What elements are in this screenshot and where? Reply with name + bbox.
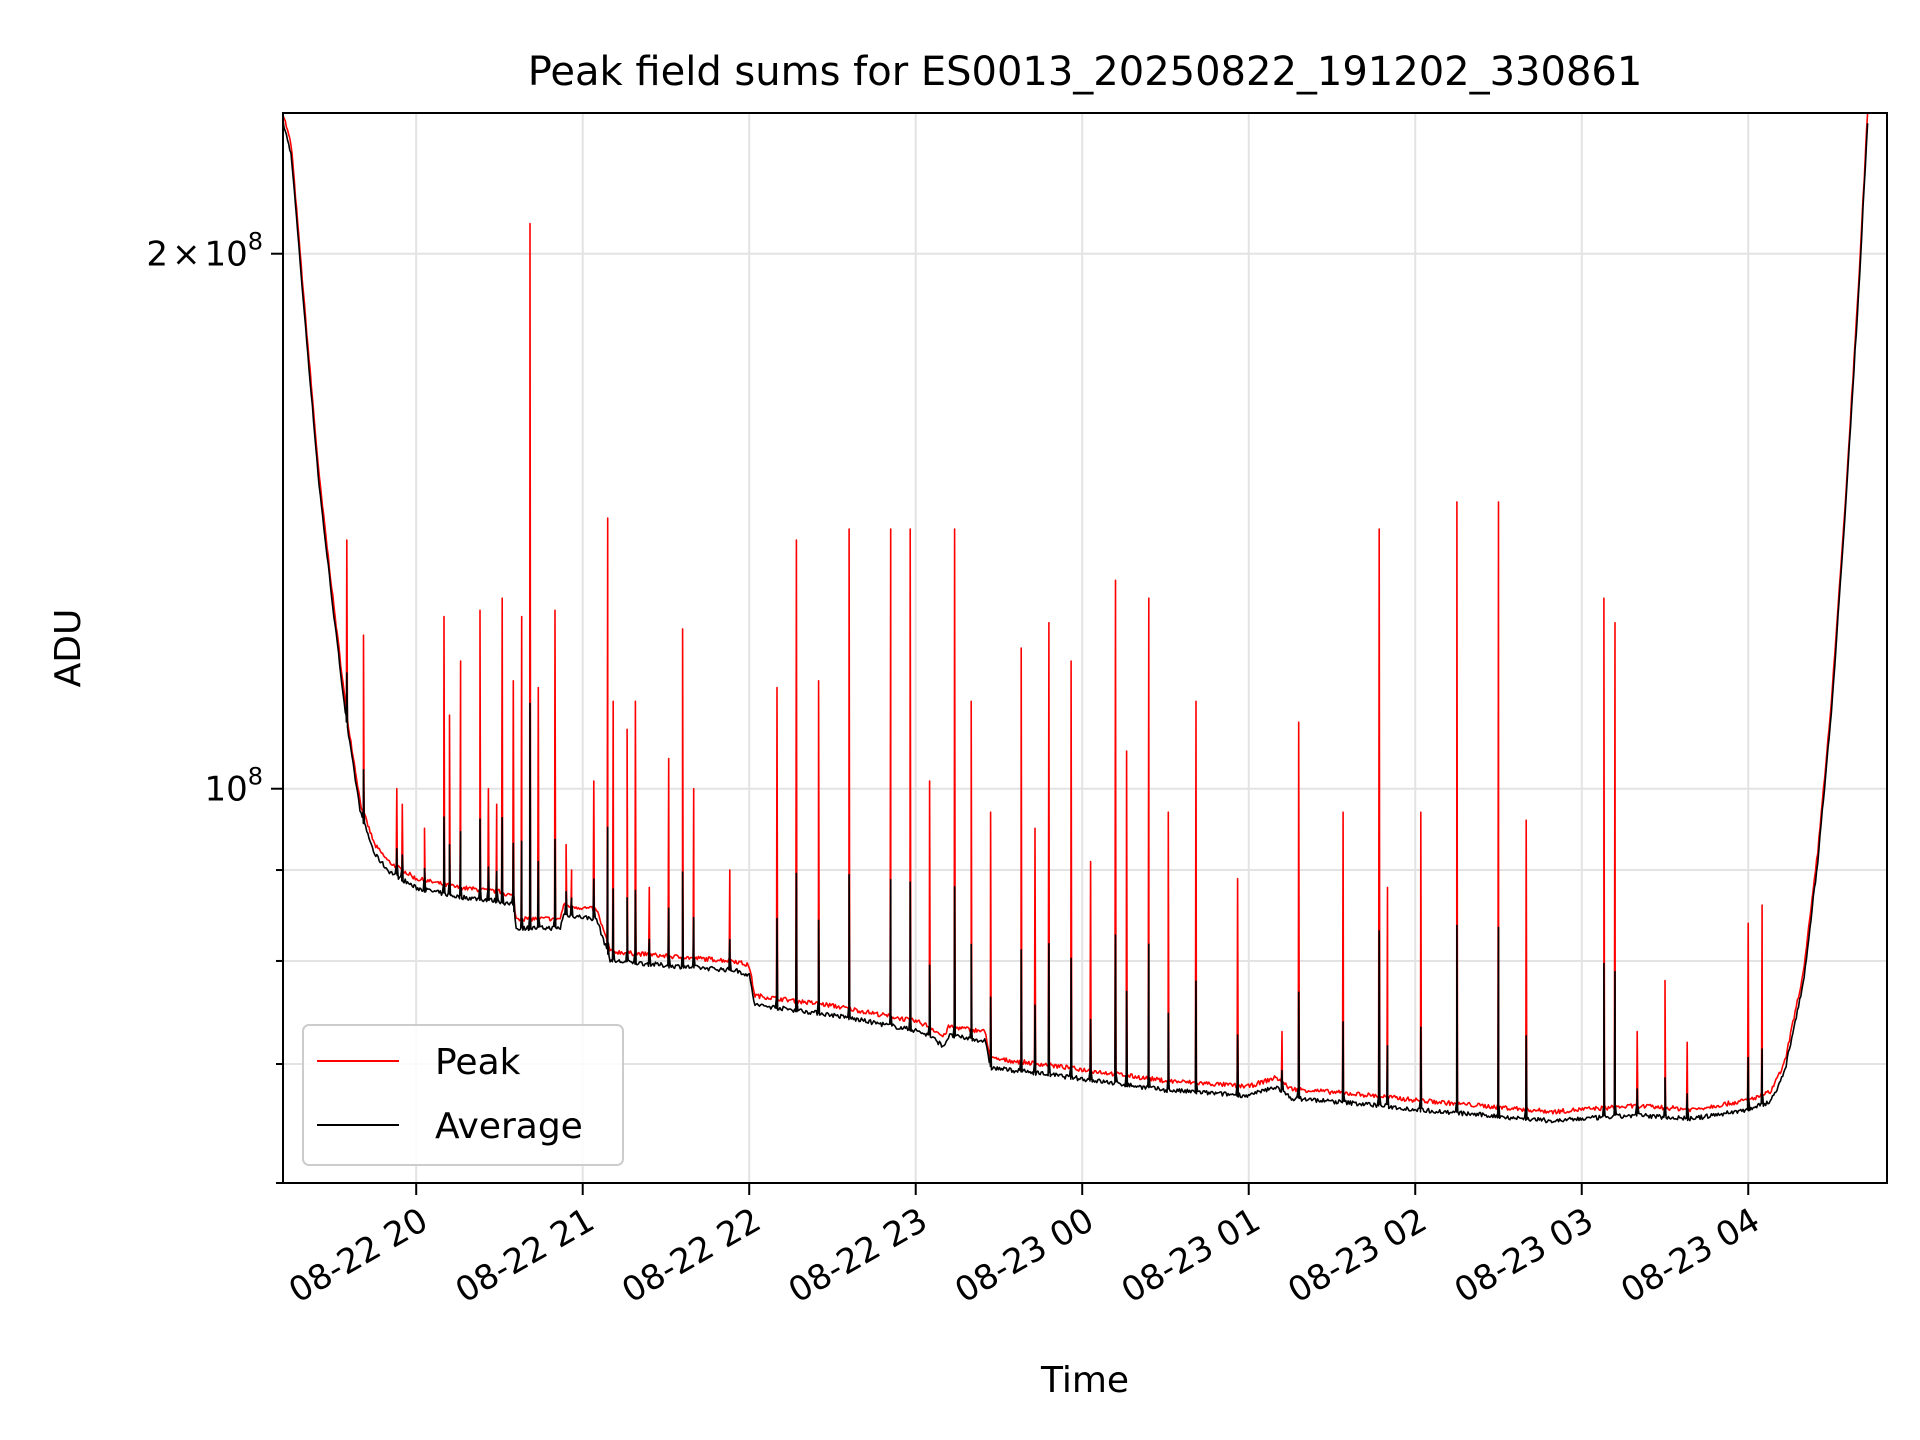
y-axis-title: ADU (48, 609, 89, 688)
y-tick-exponent-0: 8 (248, 228, 263, 256)
chart-title: Peak field sums for ES0013_20250822_1912… (528, 49, 1643, 95)
y-tick-label-1: 108 (204, 763, 263, 810)
y-tick-times-0: × (172, 235, 201, 275)
y-tick-exponent-1: 8 (248, 763, 263, 791)
series-line-average (283, 120, 1869, 1124)
legend-label-average: Average (435, 1106, 583, 1147)
legend-label-peak: Peak (435, 1042, 521, 1083)
y-tick-base-1: 10 (204, 770, 247, 810)
plot-series (283, 113, 1869, 1124)
y-tick-label-0: 2 × 108 (146, 228, 263, 275)
legend: Peak Average (302, 1024, 624, 1166)
plot-frame (282, 112, 1888, 1184)
y-tick-mantissa-0: 2 (146, 235, 168, 275)
x-axis-title: Time (1040, 1360, 1129, 1401)
y-tick-base-0: 10 (204, 235, 247, 275)
